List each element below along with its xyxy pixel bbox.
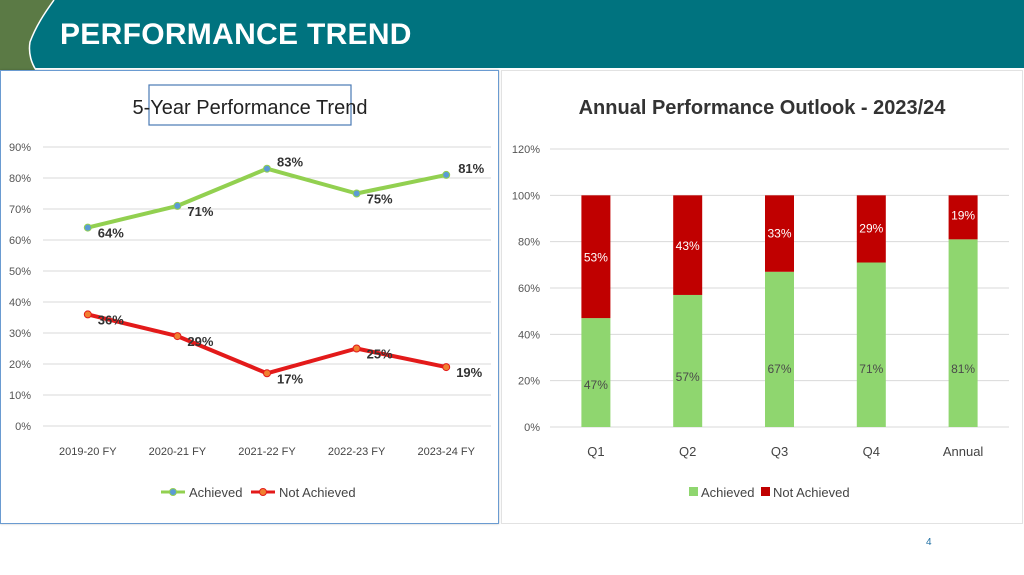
bar-segment-achieved (765, 271, 794, 427)
line-y-tick-label: 50% (9, 266, 31, 278)
line-y-tick-label: 40% (9, 297, 31, 309)
bar-data-label: 81% (951, 362, 975, 376)
bar-data-label: 19% (951, 209, 975, 223)
bar-segment-not-achieved (673, 195, 703, 295)
bar-x-tick-label: Annual (943, 444, 984, 459)
bar-data-label: 33% (767, 226, 791, 240)
line-point (173, 201, 182, 210)
line-data-label: 71% (187, 204, 213, 219)
line-y-tick-label: 0% (15, 421, 31, 433)
line-y-tick-label: 90% (9, 142, 31, 154)
bar-chart-panel: Annual Performance Outlook - 2023/24 0% 2… (501, 70, 1023, 524)
bar-chart: Annual Performance Outlook - 2023/24 0% 2… (512, 97, 1009, 500)
bar-data-label: 47% (584, 378, 608, 392)
line-point (83, 310, 92, 319)
line-data-label: 29% (187, 334, 213, 349)
line-chart-title-box (148, 84, 352, 126)
line-data-label: 83% (277, 155, 303, 170)
legend-achieved-swatch (689, 487, 698, 496)
line-chart-title: 5-Year Performance Trend (133, 97, 368, 119)
bar-segment-not-achieved (581, 195, 611, 319)
line-point (352, 344, 361, 353)
line-y-tick-label: 60% (9, 235, 31, 247)
bar-data-label: 43% (676, 239, 700, 253)
legend-achieved-label: Achieved (189, 485, 242, 500)
line-data-label: 75% (367, 192, 393, 207)
line-x-tick-label: 2023-24 FY (417, 446, 475, 458)
legend-not-achieved-swatch (761, 487, 770, 496)
legend-not-achieved-marker (259, 488, 267, 496)
line-y-tick-label: 20% (9, 359, 31, 371)
line-data-label: 19% (456, 365, 482, 380)
bar-segment-not-achieved (765, 195, 794, 272)
legend-not-achieved-label: Not Achieved (773, 485, 850, 500)
line-point (442, 170, 451, 179)
line-data-label: 64% (98, 226, 124, 241)
bar-data-label: 67% (767, 362, 791, 376)
page-title: PERFORMANCE TREND (60, 18, 412, 51)
bar-segment-achieved (581, 318, 611, 427)
line-y-tick-label: 80% (9, 173, 31, 185)
bar-y-tick-label: 60% (518, 283, 540, 295)
header-bar: PERFORMANCE TREND (0, 0, 1024, 70)
line-data-label: 36% (98, 312, 124, 327)
bar-segment-achieved (673, 294, 703, 427)
line-point (442, 363, 451, 372)
line-data-label: 25% (367, 347, 393, 362)
line-point (173, 332, 182, 341)
bar-y-tick-label: 80% (518, 237, 540, 249)
line-x-tick-label: 2021-22 FY (238, 446, 296, 458)
legend-achieved-marker (169, 488, 177, 496)
line-data-label: 81% (458, 161, 484, 176)
line-chart: 5-Year Performance Trend 0% 10% 20% 30% 40% 5… (9, 84, 491, 500)
bar-y-tick-label: 0% (524, 422, 540, 434)
bar-segment-not-achieved (948, 195, 978, 240)
bar-x-tick-label: Q2 (679, 444, 696, 459)
bar-x-tick-label: Q1 (587, 444, 604, 459)
line-chart-panel: 5-Year Performance Trend 0% 10% 20% 30% 40% 5… (0, 70, 499, 524)
line-data-label: 17% (277, 371, 303, 386)
line-point (263, 369, 271, 378)
line-x-tick-label: 2022-23 FY (328, 446, 386, 458)
bar-y-tick-label: 20% (518, 376, 540, 388)
line-x-tick-label: 2020-21 FY (149, 446, 207, 458)
bar-data-label: 53% (584, 250, 608, 264)
bar-chart-title: Annual Performance Outlook - 2023/24 (579, 97, 947, 119)
bar-x-tick-label: Q3 (771, 444, 788, 459)
bar-data-label: 71% (859, 362, 883, 376)
line-y-tick-label: 10% (9, 390, 31, 402)
bar-x-tick-label: Q4 (863, 444, 880, 459)
bar-data-label: 57% (676, 370, 700, 384)
bar-segment-achieved (856, 262, 886, 427)
line-point (263, 164, 271, 173)
bar-y-tick-label: 120% (512, 144, 540, 156)
bar-y-tick-label: 40% (518, 329, 540, 341)
legend-achieved-label: Achieved (701, 485, 754, 500)
bar-y-tick-label: 100% (512, 190, 540, 202)
header-decoration (0, 0, 55, 70)
page-number: 4 (926, 537, 932, 548)
line-y-tick-label: 70% (9, 204, 31, 216)
line-y-tick-label: 30% (9, 328, 31, 340)
line-point (352, 189, 361, 198)
bar-data-label: 29% (859, 221, 883, 235)
bar-segment-not-achieved (856, 195, 886, 263)
bar-segment-achieved (948, 239, 978, 427)
legend-not-achieved-label: Not Achieved (279, 485, 356, 500)
line-point (83, 223, 92, 232)
line-x-tick-label: 2019-20 FY (59, 446, 117, 458)
